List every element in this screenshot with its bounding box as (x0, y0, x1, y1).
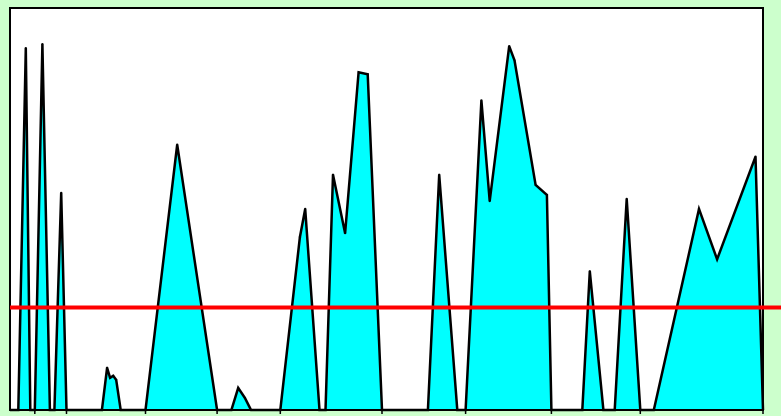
data-point (108, 376, 112, 379)
data-point (105, 366, 109, 369)
data-point (754, 155, 757, 158)
data-point (331, 173, 335, 176)
data-point (488, 199, 491, 203)
data-point (112, 374, 115, 377)
data-point (366, 73, 369, 76)
data-point (243, 396, 247, 400)
plot-area (10, 8, 763, 410)
data-point (715, 258, 719, 261)
data-point (588, 270, 591, 273)
data-point (357, 71, 360, 74)
data-point (24, 47, 27, 50)
data-point (480, 99, 483, 102)
data-point (513, 59, 516, 62)
data-point (304, 207, 307, 211)
data-point (298, 235, 302, 239)
data-point (625, 197, 628, 201)
plot-frame (9, 7, 764, 411)
data-point (115, 378, 118, 382)
data-point (697, 207, 701, 211)
data-point (545, 193, 549, 197)
data-point (60, 191, 63, 195)
data-point (508, 45, 511, 48)
data-point (237, 386, 240, 390)
data-point (438, 173, 441, 176)
data-point (41, 43, 44, 46)
series-0-area (10, 44, 763, 410)
data-point (343, 231, 347, 235)
data-point (176, 143, 179, 146)
data-point (534, 183, 537, 187)
